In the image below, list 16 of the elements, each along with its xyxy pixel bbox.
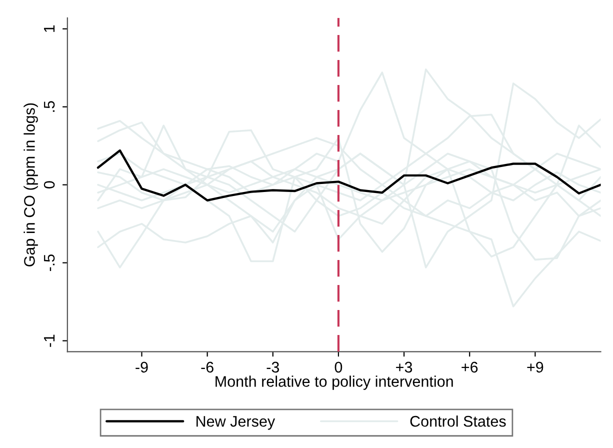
- y-tick-label: 0: [44, 181, 55, 188]
- legend-label: Control States: [410, 416, 506, 427]
- x-tick-label: +6: [462, 362, 478, 373]
- x-tick-label: -3: [266, 362, 280, 373]
- x-tick-label: -9: [136, 362, 148, 373]
- x-tick-label: +3: [396, 362, 412, 373]
- y-tick-label: 1: [44, 25, 55, 32]
- y-tick-label: .5: [44, 101, 55, 112]
- y-axis-title: Gap in CO (ppm in logs): [24, 103, 38, 266]
- y-tick-label: -.5: [44, 254, 55, 272]
- x-tick-label: -6: [201, 362, 214, 373]
- x-axis-title: Month relative to policy intervention: [216, 376, 453, 390]
- x-tick-label: +9: [527, 362, 544, 373]
- y-tick-label: -1: [44, 334, 55, 347]
- legend-label: New Jersey: [196, 416, 276, 430]
- x-tick-label: 0: [334, 362, 342, 373]
